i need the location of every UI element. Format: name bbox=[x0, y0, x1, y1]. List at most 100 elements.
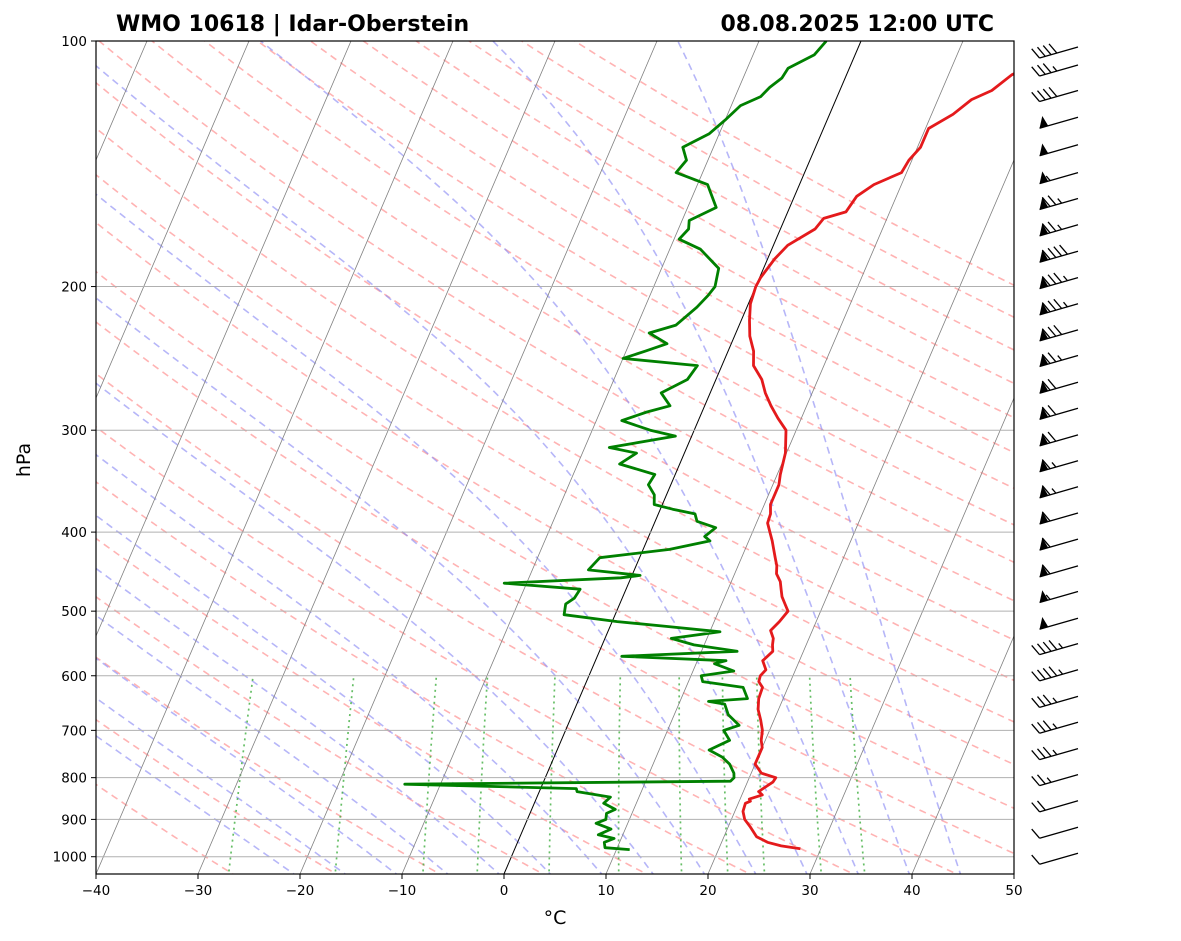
dry-adiabat bbox=[309, 41, 1014, 454]
zero-isotherm bbox=[503, 41, 862, 874]
wind-barb-full-flag bbox=[1036, 800, 1046, 811]
y-tick-label: 600 bbox=[61, 669, 87, 685]
x-tick-label: 0 bbox=[500, 883, 509, 899]
wind-barb-half-flag bbox=[1045, 175, 1051, 182]
wind-barb-full-flag bbox=[1031, 48, 1041, 59]
wind-barb bbox=[1039, 324, 1079, 342]
wind-barb-full-flag bbox=[1047, 378, 1057, 389]
wind-barb bbox=[1039, 590, 1079, 604]
x-tick-label: 30 bbox=[801, 883, 818, 899]
wind-barb-pennant bbox=[1039, 197, 1049, 210]
wind-barb-full-flag bbox=[1041, 328, 1051, 339]
wind-barb-full-flag bbox=[1031, 671, 1041, 682]
wind-barb-shaft bbox=[1039, 721, 1079, 734]
x-axis-label: °C bbox=[544, 907, 567, 929]
wind-barb bbox=[1039, 171, 1079, 185]
wind-barb-pennant bbox=[1039, 537, 1049, 551]
wind-barb-full-flag bbox=[1048, 666, 1058, 677]
wind-barb-full-flag bbox=[1059, 244, 1068, 255]
wind-barb-half-flag bbox=[1052, 697, 1058, 703]
wind-barb-full-flag bbox=[1047, 431, 1057, 442]
wind-barb bbox=[1039, 298, 1079, 316]
wind-barb-pennant bbox=[1039, 354, 1049, 367]
x-tick-label: −20 bbox=[286, 883, 315, 899]
wind-barb-full-flag bbox=[1031, 91, 1041, 102]
wind-barb-full-flag bbox=[1036, 696, 1046, 707]
wind-barb bbox=[1039, 195, 1079, 211]
wind-barb bbox=[1031, 640, 1079, 656]
y-tick-label: 800 bbox=[61, 771, 87, 787]
wind-barb bbox=[1031, 800, 1079, 813]
wind-barb bbox=[1031, 43, 1079, 59]
wind-barb-full-flag bbox=[1048, 86, 1058, 97]
wind-barb-full-flag bbox=[1047, 352, 1057, 363]
y-tick-label: 100 bbox=[61, 34, 87, 50]
wind-barb bbox=[1039, 352, 1079, 368]
wind-barb bbox=[1039, 405, 1079, 420]
chart-title: WMO 10618 | Idar-Oberstein bbox=[116, 12, 469, 37]
wind-barb-pennant bbox=[1039, 459, 1049, 472]
wind-barb-shaft bbox=[1039, 381, 1079, 394]
wind-barb-half-flag bbox=[1057, 355, 1063, 361]
wind-barb-full-flag bbox=[1031, 645, 1041, 656]
wind-barb-full-flag bbox=[1031, 66, 1041, 77]
wind-barb-full-flag bbox=[1042, 641, 1052, 652]
chart-datetime: 08.08.2025 12:00 UTC bbox=[720, 12, 994, 37]
wind-barb-shaft bbox=[1039, 747, 1079, 761]
wind-barb-pennant bbox=[1039, 328, 1049, 341]
wind-barb-full-flag bbox=[1041, 223, 1051, 234]
wind-barb-full-flag bbox=[1041, 406, 1051, 417]
wind-barb-full-flag bbox=[1036, 748, 1046, 759]
y-tick-label: 200 bbox=[61, 280, 87, 296]
wind-barb bbox=[1031, 746, 1079, 761]
dry-adiabat bbox=[96, 127, 1014, 682]
wind-barb-full-flag bbox=[1041, 459, 1051, 470]
dry-adiabat bbox=[150, 41, 1014, 564]
wind-barb bbox=[1039, 459, 1079, 473]
wind-barb-full-flag bbox=[1047, 247, 1057, 258]
wind-barb bbox=[1031, 63, 1079, 77]
wind-barb-shaft bbox=[1039, 773, 1079, 787]
wind-barb-full-flag bbox=[1036, 64, 1046, 75]
wind-barb-full-flag bbox=[1047, 274, 1057, 285]
wind-barb-full-flag bbox=[1041, 485, 1051, 496]
wind-barb bbox=[1039, 272, 1079, 290]
x-tick-label: −10 bbox=[388, 883, 417, 899]
wind-barb-full-flag bbox=[1047, 300, 1057, 311]
wind-barb bbox=[1039, 431, 1079, 447]
wind-barb-full-flag bbox=[1036, 46, 1046, 57]
y-axis-label: hPa bbox=[13, 443, 35, 477]
dry-adiabat bbox=[96, 221, 1014, 766]
wind-barb-shaft bbox=[1039, 642, 1079, 656]
wind-barb-half-flag bbox=[1045, 594, 1051, 600]
wind-barb-full-flag bbox=[1053, 324, 1063, 336]
wind-barb-pennant bbox=[1039, 564, 1049, 577]
dry-adiabat bbox=[96, 270, 1014, 810]
wind-barb-full-flag bbox=[1053, 246, 1063, 257]
isotherm bbox=[299, 41, 658, 874]
wind-barb-full-flag bbox=[1042, 88, 1052, 99]
wind-barb-pennant bbox=[1039, 616, 1049, 630]
wind-barb-full-flag bbox=[1031, 776, 1041, 787]
wind-barb bbox=[1039, 616, 1079, 630]
wind-barb bbox=[1031, 852, 1079, 865]
wind-barb-shaft bbox=[1039, 695, 1079, 709]
wind-barb-full-flag bbox=[1041, 196, 1051, 207]
isotherm bbox=[1013, 872, 1014, 874]
dewpoint-profile-line bbox=[403, 41, 828, 851]
wind-barb-full-flag bbox=[1047, 326, 1057, 337]
wind-barb-full-flag bbox=[1042, 45, 1052, 56]
isotherm bbox=[401, 41, 760, 874]
wind-barb-pennant bbox=[1039, 302, 1049, 315]
plot-frame bbox=[95, 40, 1015, 875]
isotherm bbox=[96, 41, 352, 638]
y-tick-label: 1000 bbox=[53, 850, 87, 866]
x-tick-label: 20 bbox=[699, 883, 716, 899]
wind-barb-full-flag bbox=[1047, 195, 1057, 206]
wind-barb-full-flag bbox=[1053, 298, 1063, 309]
wind-barb-full-flag bbox=[1041, 302, 1051, 313]
isotherm bbox=[911, 634, 1014, 874]
wind-barb-full-flag bbox=[1041, 564, 1051, 575]
wind-barb-pennant bbox=[1039, 143, 1049, 156]
wind-barb-pennant bbox=[1039, 115, 1049, 129]
